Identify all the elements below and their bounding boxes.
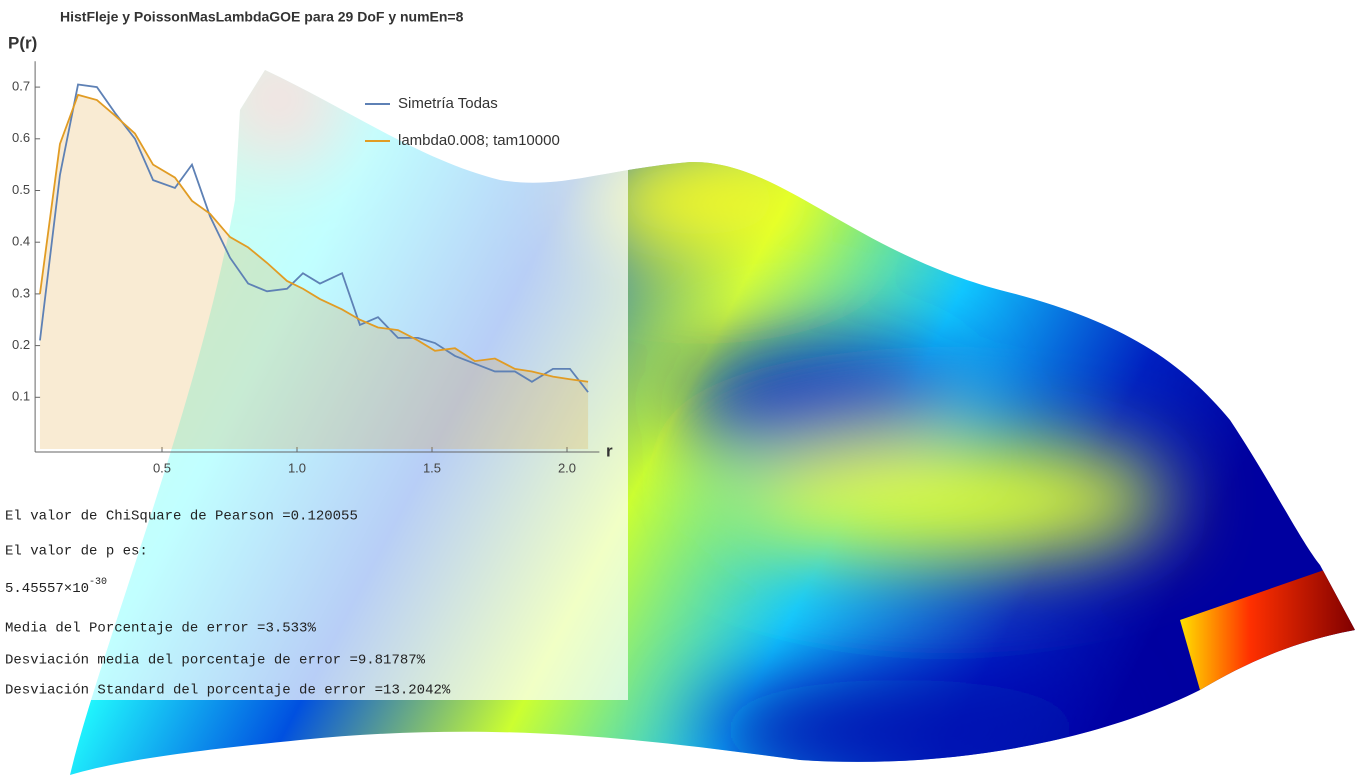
line (39, 93, 589, 383)
legend-label: Simetría Todas (398, 95, 498, 112)
y-tick-label: 0.3 (12, 285, 30, 300)
output-line: 5.45557×10-30 (5, 577, 107, 597)
chart-title: HistFleje y PoissonMasLambdaGOE para 29 … (60, 9, 464, 25)
output-panel (0, 0, 628, 700)
y-axis-label: P(r) (8, 33, 37, 52)
y-tick-label: 0.6 (12, 130, 30, 145)
x-axis-label: r (606, 441, 613, 460)
y-tick-label: 0.2 (12, 337, 30, 352)
output-line: Desviación Standard del porcentaje de er… (5, 683, 451, 699)
y-tick-label: 0.7 (12, 79, 30, 94)
legend-label: lambda0.008; tam10000 (398, 132, 560, 149)
x-tick-label: 1.5 (423, 460, 441, 475)
y-tick-label: 0.5 (12, 182, 30, 197)
output-line: El valor de ChiSquare de Pearson =0.1200… (5, 509, 358, 525)
x-tick-label: 2.0 (558, 460, 576, 475)
area (39, 94, 589, 449)
line (39, 83, 589, 393)
x-tick-label: 0.5 (153, 460, 171, 475)
y-tick-label: 0.1 (12, 389, 30, 404)
output-line: Media del Porcentaje de error =3.533% (5, 621, 316, 637)
output-line: El valor de p es: (5, 544, 148, 560)
y-tick-label: 0.4 (12, 234, 30, 249)
x-tick-label: 1.0 (288, 460, 306, 475)
output-line: Desviación media del porcentaje de error… (5, 653, 426, 669)
